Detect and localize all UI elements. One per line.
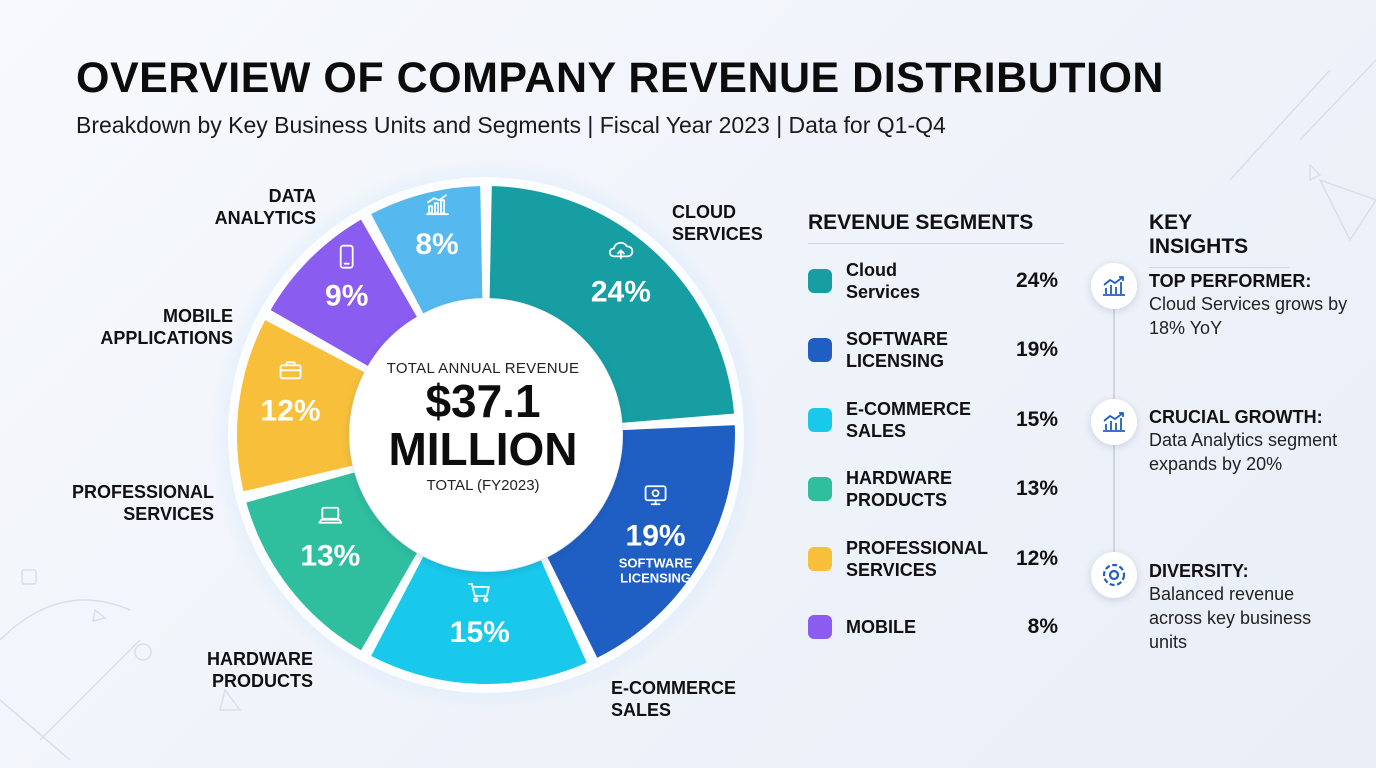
legend-label: Cloud Services bbox=[846, 260, 921, 302]
bar-chart-icon bbox=[426, 194, 449, 216]
page-title: OVERVIEW OF COMPANY REVENUE DISTRIBUTION bbox=[76, 54, 1164, 102]
legend-item-hardware: HARDWARE PRODUCTS 13% bbox=[808, 465, 1058, 513]
legend-swatch bbox=[808, 547, 832, 571]
legend-item-cloud: Cloud Services 24% bbox=[808, 257, 1058, 305]
legend-swatch bbox=[808, 477, 832, 501]
center-bottom-label: TOTAL (FY2023) bbox=[426, 477, 540, 494]
legend-swatch bbox=[808, 338, 832, 362]
insight-top-performer: TOP PERFORMER: Cloud Services grows by 1… bbox=[1149, 270, 1349, 340]
center-total: TOTAL ANNUAL REVENUE $37.1 MILLION TOTAL… bbox=[370, 360, 596, 494]
legend-value: 19% bbox=[1015, 338, 1058, 361]
growth-chart-icon bbox=[1091, 263, 1137, 309]
page-subtitle: Breakdown by Key Business Units and Segm… bbox=[76, 112, 946, 138]
slice-inner-text: LICENSING bbox=[620, 570, 691, 585]
insight-body: Cloud Services grows by 18% YoY bbox=[1149, 294, 1348, 338]
legend-item-software: SOFTWARE LICENSING 19% bbox=[808, 326, 1058, 374]
slice-value-label: 24% bbox=[591, 275, 651, 308]
insights-heading: KEY INSIGHTS bbox=[1149, 211, 1289, 268]
donut-center bbox=[350, 299, 622, 571]
legend-label: HARDWARE PRODUCTS bbox=[846, 468, 952, 510]
briefcase-icon bbox=[279, 361, 302, 380]
insight-body: Balanced revenue across key business uni… bbox=[1149, 584, 1312, 652]
cloud-upload-icon bbox=[608, 241, 634, 260]
monitor-gear-icon bbox=[644, 485, 667, 506]
legend-label: PROFESSIONAL SERVICES bbox=[846, 538, 989, 580]
outer-label-ecommerce: E-COMMERCE SALES bbox=[611, 678, 736, 720]
laptop-icon bbox=[318, 506, 343, 524]
outer-label-data: DATA ANALYTICS bbox=[214, 186, 316, 228]
slice-value-label: 12% bbox=[261, 394, 321, 427]
legend-heading: REVENUE SEGMENTS bbox=[808, 211, 1064, 244]
legend-value: 15% bbox=[1015, 408, 1058, 431]
insight-title: TOP PERFORMER: bbox=[1149, 271, 1312, 291]
insight-title: CRUCIAL GROWTH: bbox=[1149, 407, 1323, 427]
center-value-line2: MILLION bbox=[388, 423, 578, 475]
smartphone-icon bbox=[339, 244, 354, 269]
slice-value-label: 13% bbox=[300, 540, 360, 573]
legend-value: 8% bbox=[1027, 615, 1058, 638]
legend-label: MOBILE bbox=[846, 617, 916, 637]
legend-item-mobile: MOBILE 8% bbox=[808, 603, 1058, 651]
legend-value: 13% bbox=[1015, 477, 1058, 500]
outer-label-professional: PROFESSIONAL SERVICES bbox=[71, 482, 214, 524]
legend-item-professional: PROFESSIONAL SERVICES 12% bbox=[808, 535, 1058, 583]
insight-crucial-growth: CRUCIAL GROWTH: Data Analytics segment e… bbox=[1149, 406, 1349, 476]
legend-value: 12% bbox=[1015, 547, 1058, 570]
center-value-line1: $37.1 bbox=[425, 375, 541, 427]
insight-diversity: DIVERSITY: Balanced revenue across key b… bbox=[1149, 560, 1349, 654]
insight-title: DIVERSITY: bbox=[1149, 561, 1249, 581]
legend-label: SOFTWARE LICENSING bbox=[846, 329, 948, 371]
legend-value: 24% bbox=[1015, 269, 1058, 292]
outer-label-cloud: CLOUD SERVICES bbox=[672, 202, 763, 244]
shopping-cart-icon bbox=[467, 583, 490, 603]
center-top-label: TOTAL ANNUAL REVENUE bbox=[386, 360, 580, 377]
outer-label-mobile: MOBILE APPLICATIONS bbox=[100, 306, 233, 348]
slice-inner-text: SOFTWARE bbox=[619, 555, 693, 570]
slice-value-label: 9% bbox=[325, 280, 368, 313]
growth-chart-icon bbox=[1091, 399, 1137, 445]
legend-swatch bbox=[808, 408, 832, 432]
pie-chart-icon bbox=[1091, 552, 1137, 598]
legend-label: E-COMMERCE SALES bbox=[846, 399, 971, 441]
insight-body: Data Analytics segment expands by 20% bbox=[1149, 430, 1338, 474]
slice-value-label: 8% bbox=[415, 228, 458, 261]
slice-value-label: 15% bbox=[450, 616, 510, 649]
legend-item-ecommerce: E-COMMERCE SALES 15% bbox=[808, 396, 1058, 444]
legend-swatch bbox=[808, 615, 832, 639]
legend-swatch bbox=[808, 269, 832, 293]
slice-value-label: 19% bbox=[626, 519, 686, 552]
outer-label-hardware: HARDWARE PRODUCTS bbox=[207, 649, 313, 691]
